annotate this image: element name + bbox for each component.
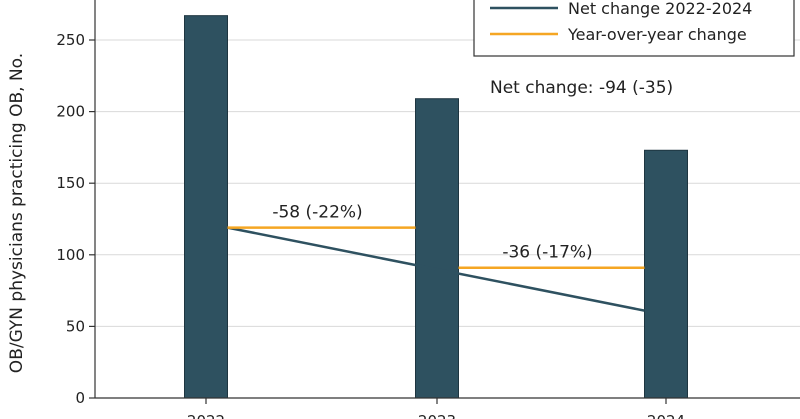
bar-2022 bbox=[184, 15, 228, 399]
y-axis: 0 50 100 150 200 250 bbox=[56, 0, 96, 407]
net-change-line bbox=[227, 226, 645, 312]
y-axis-label: OB/GYN physicians practicing OB, No. bbox=[7, 53, 27, 373]
y-tick-label-250: 250 bbox=[56, 31, 85, 49]
legend-yoy-change-label: Year-over-year change bbox=[567, 25, 747, 44]
y-tick-label-150: 150 bbox=[56, 174, 85, 192]
x-tick-label-2022: 2022 bbox=[187, 412, 225, 419]
legend: Net change 2022-2024 Year-over-year chan… bbox=[473, 0, 795, 57]
yoy-change-label-2022-2023: -58 (-22%) bbox=[272, 203, 362, 223]
x-tick-label-2023: 2023 bbox=[418, 412, 456, 419]
change-lines bbox=[227, 226, 645, 312]
bar-2024 bbox=[644, 149, 688, 399]
y-tick-label-200: 200 bbox=[56, 103, 85, 121]
bar-2023 bbox=[415, 98, 459, 399]
legend-net-change-label: Net change 2022-2024 bbox=[568, 0, 752, 18]
net-change-annotation: Net change: -94 (-35) bbox=[490, 78, 673, 98]
bars bbox=[184, 15, 688, 399]
yoy-change-label-2023-2024: -36 (-17%) bbox=[502, 243, 592, 263]
x-axis: 2022 2023 2024 bbox=[95, 397, 800, 419]
legend-box bbox=[473, 0, 795, 57]
y-tick-label-50: 50 bbox=[66, 317, 85, 335]
x-tick-label-2024: 2024 bbox=[647, 412, 685, 419]
y-tick-label-0: 0 bbox=[75, 389, 85, 407]
y-tick-label-100: 100 bbox=[56, 246, 85, 264]
